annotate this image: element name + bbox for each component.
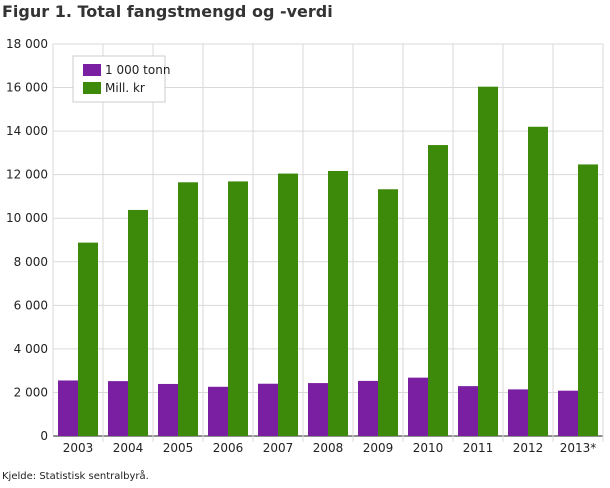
x-tick-label: 2003 xyxy=(63,441,94,455)
bar-mill-kr-2012 xyxy=(528,126,548,436)
bar-mill-kr-2005 xyxy=(178,182,198,436)
legend-swatch xyxy=(83,82,101,94)
bar-tonn-2003 xyxy=(58,380,78,436)
legend-label: Mill. kr xyxy=(105,81,145,95)
bars xyxy=(58,86,598,437)
y-tick-label: 2 000 xyxy=(14,385,48,399)
bar-tonn-2011 xyxy=(458,386,478,436)
y-tick-label: 0 xyxy=(40,429,48,443)
bar-mill-kr-2007 xyxy=(278,173,298,437)
chart-title: Figur 1. Total fangstmengd og -verdi xyxy=(2,2,333,21)
bar-mill-kr-2008 xyxy=(328,170,348,436)
x-tick-label: 2005 xyxy=(163,441,194,455)
x-tick-label: 2013* xyxy=(560,441,597,455)
y-tick-label: 14 000 xyxy=(6,124,48,138)
bar-mill-kr-2003 xyxy=(78,242,98,436)
bar-tonn-2009 xyxy=(358,380,378,436)
bar-tonn-2007 xyxy=(258,383,278,436)
y-tick-label: 4 000 xyxy=(14,342,48,356)
y-tick-label: 6 000 xyxy=(14,298,48,312)
x-axis-ticks: 2003 2004 2005 2006 2007 2008 2009 2010 2011 2012… xyxy=(63,441,597,455)
y-tick-label: 10 000 xyxy=(6,211,48,225)
x-tick-label: 2008 xyxy=(313,441,344,455)
x-tick-label: 2012 xyxy=(513,441,544,455)
legend-label: 1 000 tonn xyxy=(105,63,170,77)
bar-mill-kr-2011 xyxy=(478,86,498,436)
source-note: Kjelde: Statistisk sentralbyrå. xyxy=(2,471,149,482)
bar-mill-kr-2010 xyxy=(428,145,448,436)
y-tick-label: 16 000 xyxy=(6,81,48,95)
x-tick-label: 2009 xyxy=(363,441,394,455)
legend-swatch xyxy=(83,64,101,76)
bar-tonn-2004 xyxy=(108,381,128,436)
bar-tonn-2006 xyxy=(208,386,228,436)
bar-tonn-2012 xyxy=(508,389,528,436)
y-axis-ticks: 0 2 000 4 000 6 000 8 000 10 000 12 000 14 000 1… xyxy=(6,37,48,443)
y-tick-label: 8 000 xyxy=(14,255,48,269)
bar-mill-kr-2004 xyxy=(128,209,148,436)
bar-tonn-2013 xyxy=(558,390,578,436)
bar-mill-kr-2009 xyxy=(378,189,398,436)
x-tick-label: 2004 xyxy=(113,441,144,455)
bar-mill-kr-2013 xyxy=(578,164,598,437)
legend-box xyxy=(72,55,166,103)
x-tick-label: 2010 xyxy=(413,441,444,455)
y-tick-label: 12 000 xyxy=(6,168,48,182)
x-tick-label: 2007 xyxy=(263,441,294,455)
legend: 1 000 tonn Mill. kr xyxy=(72,55,170,103)
x-tick-label: 2011 xyxy=(463,441,494,455)
x-tick-label: 2006 xyxy=(213,441,244,455)
y-tick-label: 18 000 xyxy=(6,37,48,51)
bar-mill-kr-2006 xyxy=(228,181,248,436)
bar-tonn-2008 xyxy=(308,383,328,436)
bar-tonn-2005 xyxy=(158,383,178,436)
bar-tonn-2010 xyxy=(408,377,428,436)
